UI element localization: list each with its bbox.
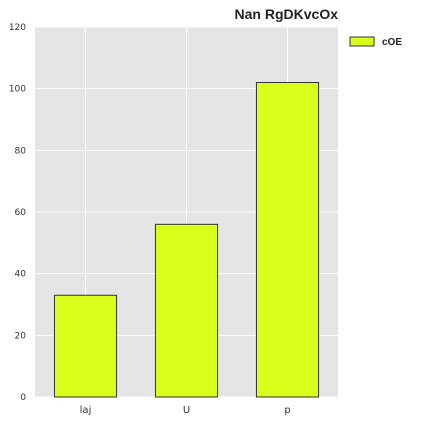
- y-tick-label: 100: [9, 85, 26, 95]
- bar-U: [154, 223, 219, 398]
- y-tick-label: 40: [15, 270, 27, 280]
- legend: cOE: [349, 36, 402, 48]
- legend-label: cOE: [382, 37, 402, 48]
- y-tick-label: 120: [9, 23, 26, 33]
- y-tick-label: 80: [15, 146, 27, 156]
- legend-swatch: [349, 36, 375, 47]
- y-tick-label: 60: [15, 208, 27, 218]
- bar-laj: [53, 294, 118, 398]
- bar-p: [255, 82, 320, 398]
- x-tick-label: U: [183, 405, 190, 416]
- chart-title: Nan RgDKvcOx: [235, 6, 339, 22]
- y-tick-label: 0: [20, 393, 26, 403]
- x-tick-label: laj: [80, 405, 92, 416]
- bars: [53, 82, 320, 398]
- x-tick-label: p: [284, 405, 290, 416]
- y-tick-label: 20: [15, 331, 27, 341]
- y-axis-ticks: 0 20 40 60 80 100 120: [9, 23, 26, 403]
